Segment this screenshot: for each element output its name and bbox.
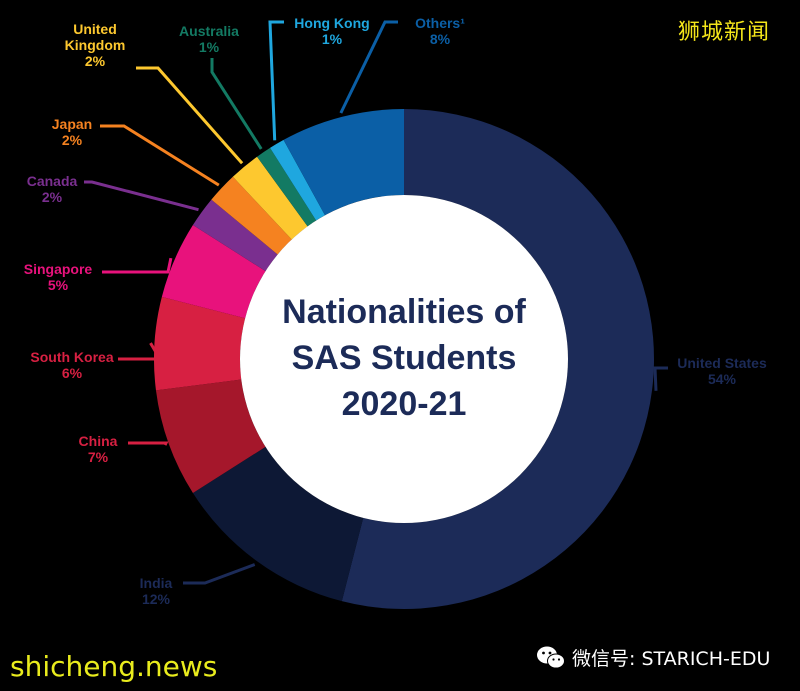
value-label-canada: 2% — [42, 189, 63, 205]
label-singapore: Singapore 5% — [24, 261, 93, 293]
value-label-singapore: 5% — [48, 277, 69, 293]
wechat-watermark: 微信号: STARICH-EDU — [536, 644, 770, 671]
label-others: Others¹ 8% — [415, 15, 465, 47]
leader-line-canada — [84, 180, 199, 212]
label-united-states: United States 54% — [677, 355, 767, 387]
leader-line-australia — [210, 58, 263, 150]
label-canada: Canada 2% — [27, 173, 78, 205]
label-south-korea: South Korea 6% — [30, 349, 113, 381]
leader-line-japan — [100, 124, 220, 187]
leader-line-china — [128, 441, 169, 446]
label-united-kingdom: United Kingdom 2% — [65, 21, 126, 69]
label-india: India 12% — [140, 575, 173, 607]
label-china: China 7% — [79, 433, 118, 465]
slice-united-states — [341, 109, 654, 609]
wechat-id-text: 微信号: STARICH-EDU — [572, 648, 771, 670]
leader-line-united-states — [653, 366, 668, 391]
slice-australia — [257, 147, 317, 227]
label-australia: Australia 1% — [179, 23, 239, 55]
label-hong-kong: Hong Kong 1% — [294, 15, 369, 47]
value-label-india: 12% — [142, 591, 171, 607]
value-label-australia: 1% — [199, 39, 220, 55]
slice-japan — [211, 176, 292, 255]
slice-hong-kong — [270, 139, 325, 221]
brand-watermark-cn: 狮城新闻 — [678, 20, 771, 45]
leader-line-others — [339, 20, 398, 114]
slice-china — [155, 379, 266, 493]
wechat-icon — [537, 646, 565, 668]
value-label-united-kingdom: 2% — [85, 53, 106, 69]
value-label-south-korea: 6% — [62, 365, 83, 381]
value-label-china: 7% — [88, 449, 109, 465]
value-label-hong-kong: 1% — [322, 31, 343, 47]
label-japan: Japan 2% — [52, 116, 92, 148]
donut-center — [240, 195, 568, 523]
site-watermark: shicheng.news — [10, 650, 218, 683]
slice-united-kingdom — [232, 156, 308, 240]
slice-singapore — [161, 225, 266, 319]
value-label-united-states: 54% — [708, 371, 737, 387]
slice-others — [283, 109, 404, 216]
value-label-others: 8% — [430, 31, 451, 47]
leader-line-south-korea — [118, 342, 163, 361]
chart-title-line-3: 2020-21 — [342, 385, 467, 423]
chart-title-line-1: Nationalities of — [282, 293, 526, 331]
value-label-japan: 2% — [62, 132, 83, 148]
leader-line-united-kingdom — [136, 66, 244, 165]
slice-south-korea — [154, 296, 246, 391]
leader-line-india — [183, 563, 256, 585]
slice-canada — [192, 199, 278, 272]
chart-title-line-2: SAS Students — [292, 339, 517, 377]
slice-india — [192, 446, 364, 602]
leader-line-hong-kong — [268, 20, 284, 141]
leader-line-singapore — [102, 257, 173, 274]
